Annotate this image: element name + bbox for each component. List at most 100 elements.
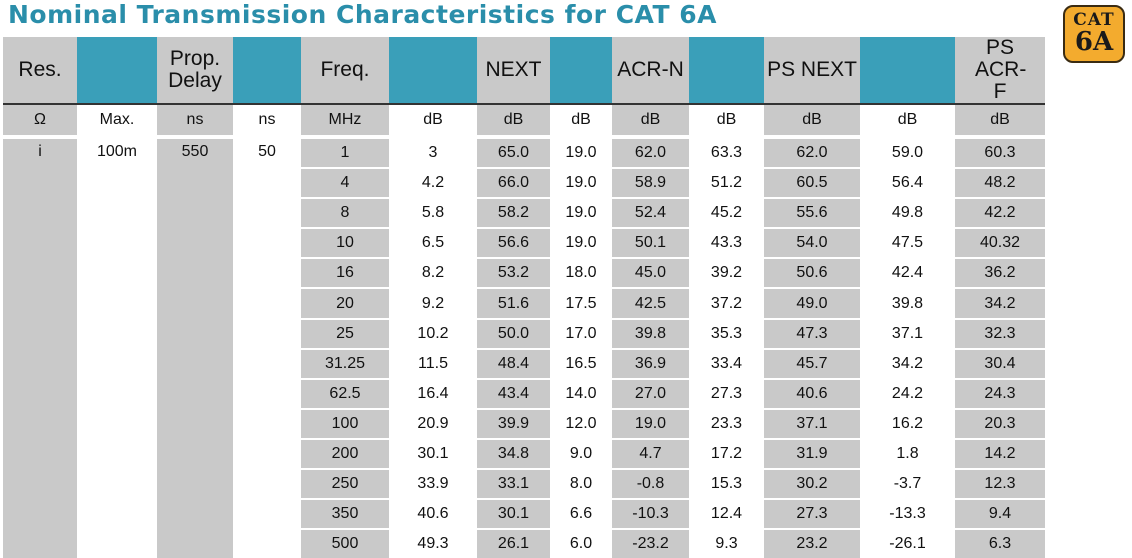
unit-cell: dB — [550, 104, 612, 138]
freq-cell: 250 — [301, 468, 389, 500]
value-cell: 47.5 — [860, 227, 955, 259]
value-cell: 50.6 — [764, 257, 860, 289]
freq-cell: 62.5 — [301, 377, 389, 409]
header-freq: Freq. — [301, 37, 389, 105]
value-cell: 58.9 — [612, 167, 689, 199]
value-cell: 6.3 — [955, 528, 1045, 558]
value-cell: 10.2 — [389, 317, 477, 349]
freq-cell: 350 — [301, 498, 389, 530]
header-acr-n: ACR-N — [612, 37, 689, 105]
unit-cell: dB — [389, 104, 477, 138]
fixed-delay: 550 — [157, 134, 233, 558]
units-row: Ω Max. ns ns MHz dB dB dB dB dB dB dB dB — [3, 104, 1045, 138]
value-cell: 58.2 — [477, 197, 550, 229]
header-row: Res. Prop. Delay Freq. NEXT ACR-N PS NEX… — [3, 37, 1045, 105]
value-cell: -23.2 — [612, 528, 689, 558]
value-cell: 12.0 — [550, 407, 612, 439]
value-cell: 1.8 — [860, 437, 955, 470]
value-cell: 51.2 — [689, 167, 764, 199]
freq-cell: 500 — [301, 528, 389, 558]
header-blank — [77, 37, 157, 105]
unit-cell: MHz — [301, 104, 389, 138]
value-cell: 3 — [389, 134, 477, 169]
table-row: 4 4.2 66.0 19.0 58.9 51.2 60.5 56.4 48.2 — [3, 167, 1045, 199]
transmission-table: Res. Prop. Delay Freq. NEXT ACR-N PS NEX… — [3, 37, 1045, 558]
value-cell: 45.7 — [764, 347, 860, 379]
value-cell: 34.8 — [477, 437, 550, 470]
value-cell: 40.6 — [389, 498, 477, 530]
table-row: 10 6.5 56.6 19.0 50.1 43.3 54.0 47.5 40.32 — [3, 227, 1045, 259]
freq-cell: 200 — [301, 437, 389, 470]
value-cell: 65.0 — [477, 134, 550, 169]
value-cell: 17.2 — [689, 437, 764, 470]
value-cell: 31.9 — [764, 437, 860, 470]
header-blank — [550, 37, 612, 105]
value-cell: 48.4 — [477, 347, 550, 379]
value-cell: 19.0 — [550, 167, 612, 199]
value-cell: 47.3 — [764, 317, 860, 349]
data-rows: i 100m 550 50 1 3 65.0 19.0 62.0 63.3 62.0 59.0 60.3… — [3, 134, 1045, 558]
value-cell: 17.0 — [550, 317, 612, 349]
value-cell: 5.8 — [389, 197, 477, 229]
value-cell: 18.0 — [550, 257, 612, 289]
value-cell: 14.2 — [955, 437, 1045, 470]
value-cell: 53.2 — [477, 257, 550, 289]
logo-line2: 6A — [1074, 27, 1114, 57]
value-cell: 43.3 — [689, 227, 764, 259]
value-cell: 37.2 — [689, 287, 764, 319]
value-cell: 55.6 — [764, 197, 860, 229]
unit-cell: dB — [860, 104, 955, 138]
table-row: 16 8.2 53.2 18.0 45.0 39.2 50.6 42.4 36.2 — [3, 257, 1045, 289]
value-cell: 39.9 — [477, 407, 550, 439]
value-cell: 35.3 — [689, 317, 764, 349]
value-cell: 20.3 — [955, 407, 1045, 439]
value-cell: 9.4 — [955, 498, 1045, 530]
value-cell: 4.7 — [612, 437, 689, 470]
value-cell: 52.4 — [612, 197, 689, 229]
value-cell: 16.2 — [860, 407, 955, 439]
value-cell: 20.9 — [389, 407, 477, 439]
table-row: 500 49.3 26.1 6.0 -23.2 9.3 23.2 -26.1 6.3 — [3, 528, 1045, 558]
value-cell: 66.0 — [477, 167, 550, 199]
table-row: 350 40.6 30.1 6.6 -10.3 12.4 27.3 -13.3 9.4 — [3, 498, 1045, 530]
value-cell: 8.0 — [550, 468, 612, 500]
unit-cell: Ω — [3, 104, 77, 138]
table-row: 31.25 11.5 48.4 16.5 36.9 33.4 45.7 34.2 30.4 — [3, 347, 1045, 379]
fixed-length: 100m — [77, 134, 157, 558]
value-cell: 4.2 — [389, 167, 477, 199]
value-cell: 45.2 — [689, 197, 764, 229]
header-ps-acr-f: PS ACR-F — [955, 37, 1045, 105]
unit-cell: dB — [477, 104, 550, 138]
value-cell: 30.2 — [764, 468, 860, 500]
value-cell: 27.3 — [764, 498, 860, 530]
unit-cell: dB — [764, 104, 860, 138]
value-cell: 24.3 — [955, 377, 1045, 409]
value-cell: 50.1 — [612, 227, 689, 259]
value-cell: 43.4 — [477, 377, 550, 409]
value-cell: 19.0 — [612, 407, 689, 439]
value-cell: 8.2 — [389, 257, 477, 289]
header-blank — [860, 37, 955, 105]
value-cell: 30.4 — [955, 347, 1045, 379]
freq-cell: 4 — [301, 167, 389, 199]
header-ps-next: PS NEXT — [764, 37, 860, 105]
value-cell: 60.5 — [764, 167, 860, 199]
value-cell: 39.8 — [860, 287, 955, 319]
value-cell: 60.3 — [955, 134, 1045, 169]
fixed-skew: 50 — [233, 134, 301, 558]
value-cell: 12.4 — [689, 498, 764, 530]
table-row: 62.5 16.4 43.4 14.0 27.0 27.3 40.6 24.2 24.3 — [3, 377, 1045, 409]
table-row: 25 10.2 50.0 17.0 39.8 35.3 47.3 37.1 32.3 — [3, 317, 1045, 349]
freq-cell: 10 — [301, 227, 389, 259]
value-cell: 49.3 — [389, 528, 477, 558]
value-cell: -0.8 — [612, 468, 689, 500]
value-cell: 49.0 — [764, 287, 860, 319]
value-cell: 54.0 — [764, 227, 860, 259]
value-cell: 39.8 — [612, 317, 689, 349]
value-cell: 9.0 — [550, 437, 612, 470]
value-cell: 23.2 — [764, 528, 860, 558]
value-cell: 19.0 — [550, 227, 612, 259]
unit-cell: dB — [612, 104, 689, 138]
value-cell: 33.4 — [689, 347, 764, 379]
value-cell: 37.1 — [764, 407, 860, 439]
